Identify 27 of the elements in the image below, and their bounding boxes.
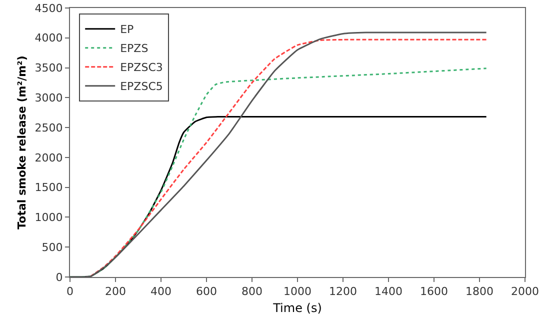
y-tick-label: 500	[42, 240, 63, 254]
y-tick-label: 1000	[34, 211, 63, 224]
legend-label: EPZSC3	[120, 61, 163, 74]
x-tick-label: 1600	[420, 285, 448, 298]
y-tick-label: 1500	[34, 181, 63, 194]
y-tick-label: 3000	[34, 92, 63, 105]
x-tick-label: 0	[66, 285, 74, 298]
y-tick-label: 2500	[34, 121, 63, 134]
y-tick-label: 0	[56, 270, 63, 284]
x-tick-label: 200	[105, 285, 126, 298]
y-tick-label: 3500	[34, 62, 63, 75]
x-tick-label: 800	[242, 285, 262, 298]
y-tick-label: 4500	[34, 2, 63, 15]
y-tick-label: 2000	[34, 151, 63, 164]
x-tick-label: 1400	[374, 285, 402, 298]
y-axis-title: Total smoke release (m²/m²)	[15, 56, 28, 230]
x-tick-label: 600	[196, 285, 217, 298]
legend-label: EPZS	[120, 42, 148, 56]
x-tick-label: 1800	[466, 285, 494, 298]
legend-label: EPZSC5	[120, 80, 163, 94]
x-tick-label: 1200	[329, 285, 357, 298]
x-tick-label: 400	[150, 285, 172, 298]
y-tick-label: 4000	[34, 32, 63, 45]
x-axis-title: Time (s)	[272, 301, 322, 316]
x-tick-label: 1000	[284, 285, 312, 298]
legend-label: EP	[120, 23, 134, 36]
x-tick-label: 2000	[511, 285, 539, 298]
